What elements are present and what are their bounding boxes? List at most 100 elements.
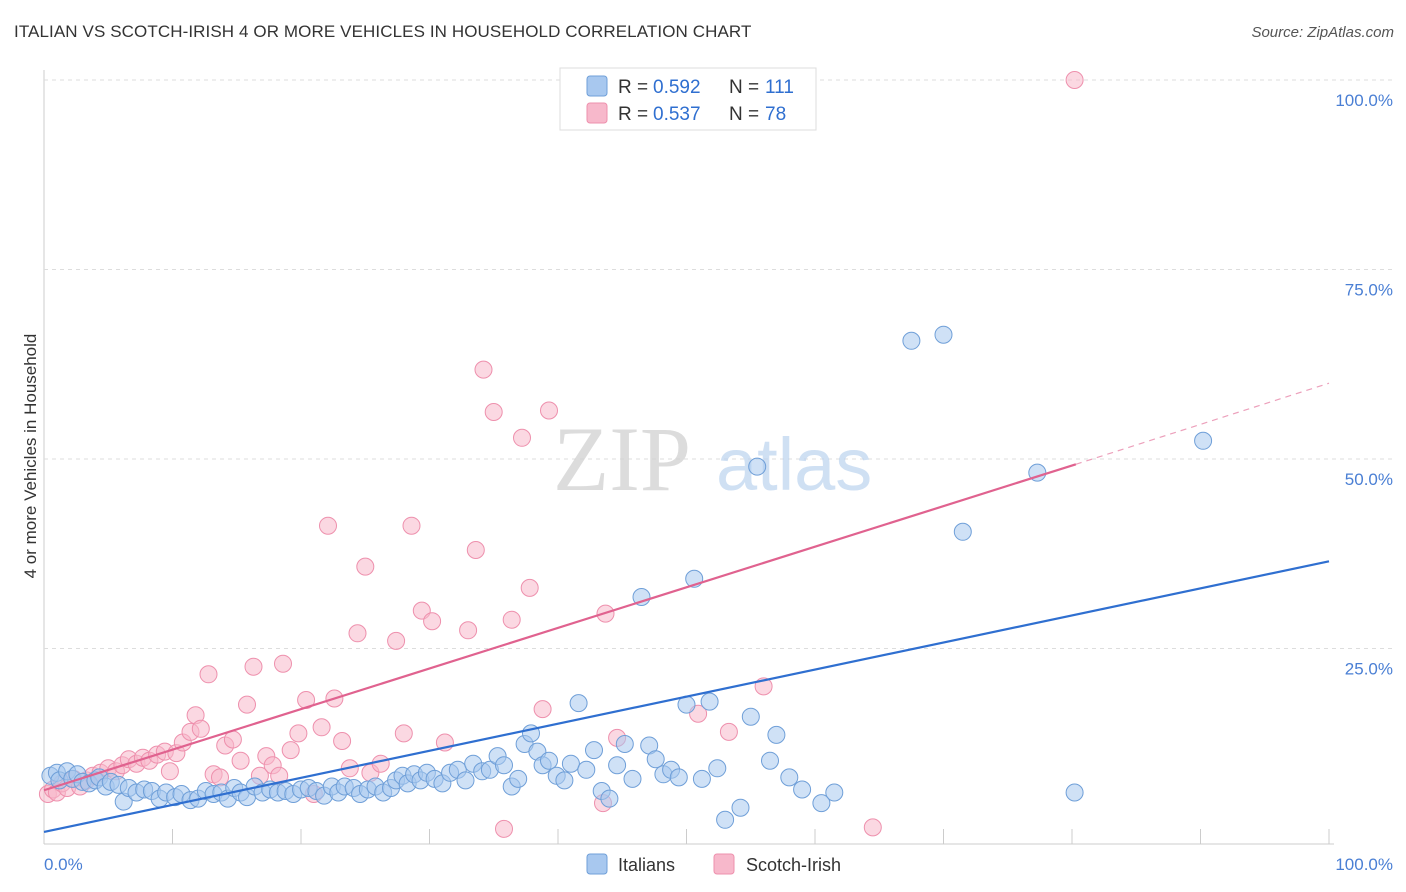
point-italians-109 (1065, 783, 1084, 802)
point-italians-94 (708, 759, 727, 778)
point-scotch-irish-45 (333, 732, 352, 750)
legend-n-label-scotch-irish: N = (729, 104, 764, 125)
point-scotch-irish-47 (348, 624, 367, 643)
legend-r-label-italians: R = (618, 77, 653, 98)
point-scotch-irish-58 (466, 541, 485, 559)
point-italians-78 (585, 741, 603, 760)
point-scotch-irish-51 (387, 631, 406, 650)
point-italians-81 (608, 756, 627, 775)
point-italians-107 (953, 522, 972, 541)
source-label: Source: ZipAtlas.com (1251, 24, 1394, 41)
x-axis-ticks (43, 829, 1330, 844)
legend-r-value-italians: 0.592 (653, 77, 701, 98)
point-scotch-irish-30 (231, 751, 250, 770)
point-italians-105 (902, 331, 921, 350)
y-tick-label-50: 50.0% (1345, 470, 1393, 489)
bottom-legend: Italians Scotch-Irish (586, 853, 841, 875)
point-italians-98 (748, 457, 767, 476)
point-scotch-irish-64 (520, 578, 539, 597)
point-italians-77 (577, 760, 596, 779)
point-scotch-irish-73 (863, 818, 882, 837)
point-scotch-irish-57 (459, 621, 478, 640)
point-italians-110 (1194, 431, 1213, 450)
legend-n-label-italians: N = (729, 77, 764, 98)
point-italians-60 (456, 771, 475, 790)
point-scotch-irish-19 (160, 762, 179, 781)
point-scotch-irish-48 (356, 557, 375, 576)
point-scotch-irish-50 (371, 754, 390, 773)
point-italians-102 (793, 780, 812, 799)
bottom-legend-swatch-italians (586, 853, 608, 875)
point-italians-86 (646, 750, 665, 769)
point-scotch-irish-63 (513, 428, 531, 447)
point-scotch-irish-43 (319, 516, 337, 535)
point-italians-103 (812, 794, 831, 813)
point-italians-72 (540, 751, 558, 770)
point-scotch-irish-25 (199, 665, 218, 684)
point-scotch-irish-42 (312, 718, 331, 737)
legend-r-value-scotch-irish: 0.537 (653, 104, 701, 125)
point-italians-80 (600, 789, 619, 808)
x-tick-label-max: 100.0% (1335, 855, 1393, 874)
point-italians-96 (731, 798, 750, 817)
point-italians-89 (669, 768, 688, 787)
point-scotch-irish-27 (211, 768, 229, 787)
point-italians-67 (509, 769, 528, 788)
point-italians-76 (569, 694, 588, 713)
gridlines (44, 79, 1393, 649)
point-scotch-irish-71 (719, 722, 738, 741)
trend-line-italians (43, 560, 1330, 834)
point-italians-99 (761, 751, 779, 770)
legend-r-label-scotch-irish: R = (618, 104, 653, 125)
point-scotch-irish-66 (540, 401, 558, 420)
bottom-legend-label-italians: Italians (618, 855, 675, 875)
point-scotch-irish-32 (244, 657, 263, 676)
point-scotch-irish-60 (484, 403, 503, 421)
point-scotch-irish-31 (238, 695, 256, 714)
point-scotch-irish-24 (191, 719, 210, 738)
bottom-legend-swatch-scotch-irish (713, 853, 735, 875)
point-italians-101 (780, 768, 799, 787)
legend: R = 0.592 N = 111 R = 0.537 N = 78 (559, 67, 817, 131)
point-italians-93 (700, 692, 719, 711)
legend-n-value-italians: 111 (765, 77, 794, 98)
point-scotch-irish-65 (533, 700, 552, 719)
y-tick-label-100: 100.0% (1335, 91, 1393, 110)
point-scotch-irish-55 (423, 612, 442, 631)
bottom-legend-label-scotch-irish: Scotch-Irish (746, 855, 841, 875)
trend-line-scotch-irish (43, 463, 1077, 792)
point-scotch-irish-74 (1065, 71, 1084, 89)
point-italians-97 (741, 707, 760, 726)
point-italians-92 (692, 769, 711, 788)
point-scotch-irish-52 (394, 724, 413, 743)
point-italians-95 (716, 810, 735, 829)
y-tick-label-75: 75.0% (1345, 281, 1393, 300)
point-italians-100 (767, 725, 786, 744)
legend-n-value-scotch-irish: 78 (765, 104, 786, 125)
point-scotch-irish-39 (289, 724, 308, 743)
y-tick-label-25: 25.0% (1345, 660, 1393, 679)
point-scotch-irish-37 (274, 654, 292, 673)
y-axis-tick-labels: 25.0% 50.0% 75.0% 100.0% (1335, 91, 1393, 679)
point-italians-65 (495, 756, 513, 775)
point-scotch-irish-53 (402, 516, 421, 535)
chart-title: ITALIAN VS SCOTCH-IRISH 4 OR MORE VEHICL… (14, 22, 752, 41)
point-italians-75 (561, 754, 580, 773)
point-scotch-irish-59 (474, 360, 493, 379)
trend-lines (43, 382, 1330, 834)
legend-swatch-italians (586, 75, 608, 97)
point-scotch-irish-38 (281, 741, 300, 760)
point-scotch-irish-61 (495, 819, 513, 838)
point-scotch-irish-62 (502, 610, 521, 629)
point-italians-82 (615, 735, 634, 753)
point-italians-83 (623, 769, 642, 788)
x-tick-label-min: 0.0% (44, 855, 83, 874)
legend-swatch-scotch-irish (586, 102, 608, 124)
point-italians-74 (555, 771, 574, 790)
y-axis-label: 4 or more Vehicles in Household (21, 334, 40, 579)
point-italians-106 (934, 325, 953, 344)
point-italians-104 (825, 783, 844, 802)
watermark-zip: ZIP (553, 408, 691, 510)
watermark-atlas: atlas (716, 423, 872, 506)
